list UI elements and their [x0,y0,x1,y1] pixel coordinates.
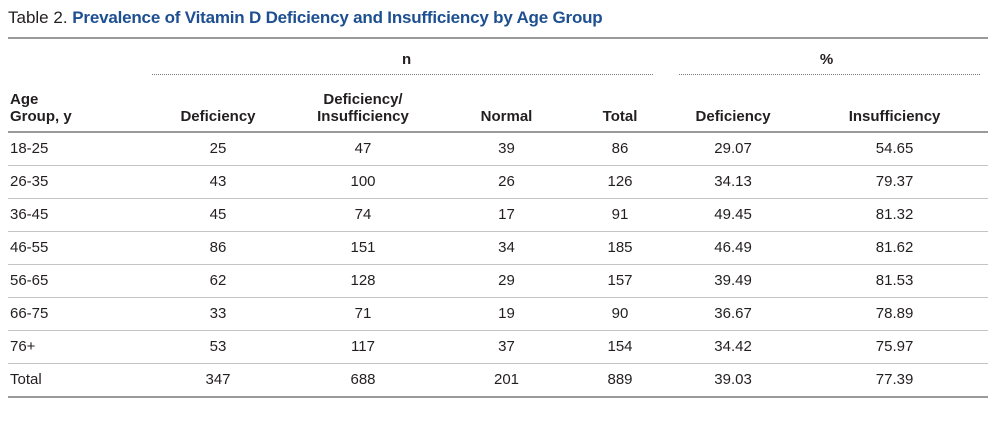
cell-n-deficiency-insufficiency: 688 [288,363,438,398]
group-label-n: n [401,50,412,68]
cell-n-deficiency: 25 [148,132,288,166]
table-row: 76+ 53 117 37 154 34.42 75.97 [8,330,989,364]
column-header-n-deficiency-insufficiency: Deficiency/Insufficiency [288,77,438,133]
table-row: 36-45 45 74 17 91 49.45 81.32 [8,198,989,232]
cell-pct-insufficiency: 75.97 [801,330,989,364]
cell-n-deficiency-insufficiency: 74 [288,198,438,232]
cell-pct-deficiency: 39.49 [665,264,802,298]
cell-n-deficiency-insufficiency: 151 [288,231,438,265]
cell-n-deficiency-insufficiency: 100 [288,165,438,199]
table-row: Total 347 688 201 889 39.03 77.39 [8,363,989,398]
cell-pct-deficiency: 36.67 [665,297,802,331]
cell-n-normal: 37 [438,330,575,364]
column-header-n-deficiency: Deficiency [148,77,288,133]
column-header-line: Total [602,108,638,125]
table-row: 56-65 62 128 29 157 39.49 81.53 [8,264,989,298]
cell-n-total: 90 [575,297,666,331]
cell-n-deficiency: 86 [148,231,288,265]
data-table: n % Age Group, y Deficiency Deficiency/Insu… [8,37,989,398]
cell-age-group: 46-55 [8,231,148,265]
cell-pct-insufficiency: 78.89 [801,297,989,331]
cell-n-deficiency: 62 [148,264,288,298]
cell-pct-insufficiency: 79.37 [801,165,989,199]
cell-n-deficiency: 33 [148,297,288,331]
cell-n-normal: 26 [438,165,575,199]
column-header-line: Insufficiency [848,108,941,125]
cell-age-group: 18-25 [8,132,148,166]
cell-age-group: 66-75 [8,297,148,331]
cell-n-total: 185 [575,231,666,265]
cell-n-total: 91 [575,198,666,232]
cell-pct-deficiency: 49.45 [665,198,802,232]
cell-pct-insufficiency: 81.62 [801,231,989,265]
cell-n-deficiency-insufficiency: 71 [288,297,438,331]
cell-pct-deficiency: 46.49 [665,231,802,265]
cell-age-group: 26-35 [8,165,148,199]
table-caption: Table 2. Prevalence of Vitamin D Deficie… [8,6,603,30]
cell-age-group: 36-45 [8,198,148,232]
table-row: 26-35 43 100 26 126 34.13 79.37 [8,165,989,199]
column-header-line: Deficiency/ [323,91,403,108]
cell-n-normal: 39 [438,132,575,166]
cell-n-deficiency-insufficiency: 117 [288,330,438,364]
table-row: 46-55 86 151 34 185 46.49 81.62 [8,231,989,265]
column-header-line: Deficiency [695,108,771,125]
column-header-line: Deficiency [180,108,256,125]
column-header-line: Group, y [10,108,72,125]
column-header-line: Age [10,91,39,108]
cell-age-group: Total [8,363,148,398]
column-header-n-total: Total [575,77,666,133]
cell-pct-deficiency: 39.03 [665,363,802,398]
cell-pct-deficiency: 29.07 [665,132,802,166]
column-header-n-normal: Normal [438,77,575,133]
column-header-line: Normal [480,108,533,125]
table-number: Table 2. [8,8,68,27]
cell-n-deficiency: 347 [148,363,288,398]
cell-pct-deficiency: 34.42 [665,330,802,364]
cell-n-total: 157 [575,264,666,298]
table-row: 66-75 33 71 19 90 36.67 78.89 [8,297,989,331]
cell-n-total: 86 [575,132,666,166]
table-body: 18-25 25 47 39 86 29.07 54.65 26-35 43 100 26 126 34… [8,132,989,398]
cell-pct-insufficiency: 81.32 [801,198,989,232]
cell-n-deficiency-insufficiency: 128 [288,264,438,298]
table-header: n % Age Group, y Deficiency Deficiency/Insu… [8,37,989,133]
column-header-row: Age Group, y Deficiency Deficiency/Insuffic… [8,77,989,133]
cell-n-normal: 19 [438,297,575,331]
cell-n-total: 126 [575,165,666,199]
group-header-row: n % [8,37,989,77]
group-header-spacer [8,37,148,77]
cell-pct-insufficiency: 81.53 [801,264,989,298]
cell-n-deficiency-insufficiency: 47 [288,132,438,166]
group-header-percent: % [665,37,989,77]
cell-age-group: 76+ [8,330,148,364]
cell-pct-deficiency: 34.13 [665,165,802,199]
column-header-line: Insufficiency [317,108,409,125]
cell-n-deficiency: 45 [148,198,288,232]
column-header-age-group: Age Group, y [8,77,148,133]
table-row: 18-25 25 47 39 86 29.07 54.65 [8,132,989,166]
group-header-n: n [148,37,666,77]
cell-pct-insufficiency: 77.39 [801,363,989,398]
cell-n-deficiency: 53 [148,330,288,364]
column-header-pct-insufficiency: Insufficiency [801,77,989,133]
cell-n-normal: 29 [438,264,575,298]
group-label-percent: % [819,50,834,68]
column-header-pct-deficiency: Deficiency [665,77,802,133]
cell-n-normal: 201 [438,363,575,398]
cell-age-group: 56-65 [8,264,148,298]
cell-n-total: 889 [575,363,666,398]
cell-n-total: 154 [575,330,666,364]
cell-pct-insufficiency: 54.65 [801,132,989,166]
cell-n-normal: 34 [438,231,575,265]
table-title: Prevalence of Vitamin D Deficiency and I… [72,8,603,27]
cell-n-normal: 17 [438,198,575,232]
cell-n-deficiency: 43 [148,165,288,199]
